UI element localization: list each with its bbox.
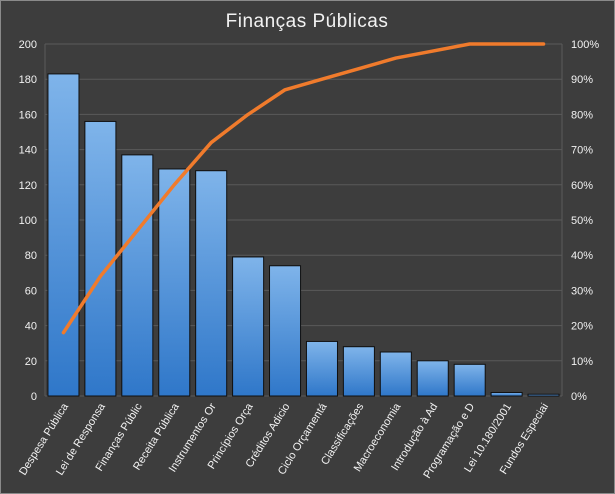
y-axis-left: 0 20 40 60 80 100 120 140 160 180 200 xyxy=(19,39,37,403)
y2-tick-label: 50% xyxy=(571,215,593,227)
bars xyxy=(47,73,560,397)
cumulative-percent-line xyxy=(61,42,546,335)
y2-tick-label: 70% xyxy=(571,145,593,157)
y-tick-label: 120 xyxy=(19,180,37,192)
bar xyxy=(453,363,486,397)
bar xyxy=(527,393,560,397)
cumulative-line xyxy=(61,42,546,335)
y2-tick-label: 0% xyxy=(571,391,587,403)
y-tick-label: 20 xyxy=(25,356,37,368)
bar xyxy=(232,256,265,397)
bar xyxy=(416,360,449,397)
y2-tick-label: 80% xyxy=(571,109,593,121)
y2-tick-label: 60% xyxy=(571,180,593,192)
y-tick-label: 140 xyxy=(19,145,37,157)
bar xyxy=(121,154,154,397)
y2-tick-label: 30% xyxy=(571,285,593,297)
y2-tick-label: 90% xyxy=(571,74,593,86)
y-tick-label: 200 xyxy=(19,39,37,51)
y2-tick-label: 10% xyxy=(571,356,593,368)
y2-tick-label: 40% xyxy=(571,250,593,262)
chart-title: Finanças Públicas xyxy=(226,11,389,32)
y-tick-label: 40 xyxy=(25,321,37,333)
y-tick-label: 100 xyxy=(19,215,37,227)
y-axis-right: 0% 10% 20% 30% 40% 50% 60% 70% 80% 90% 100% xyxy=(571,39,599,403)
bar xyxy=(490,391,523,397)
y-tick-label: 80 xyxy=(25,250,37,262)
y2-tick-label: 100% xyxy=(571,39,599,51)
bar xyxy=(84,120,117,397)
bar xyxy=(305,340,338,397)
y2-tick-label: 20% xyxy=(571,321,593,333)
y-tick-label: 160 xyxy=(19,109,37,121)
bar xyxy=(379,351,412,397)
bar xyxy=(269,265,302,397)
bar xyxy=(195,170,228,397)
y-tick-label: 0 xyxy=(31,391,37,403)
y-tick-label: 60 xyxy=(25,285,37,297)
bar xyxy=(342,346,375,397)
y-tick-label: 180 xyxy=(19,74,37,86)
bar xyxy=(158,168,191,397)
bar xyxy=(47,73,80,397)
